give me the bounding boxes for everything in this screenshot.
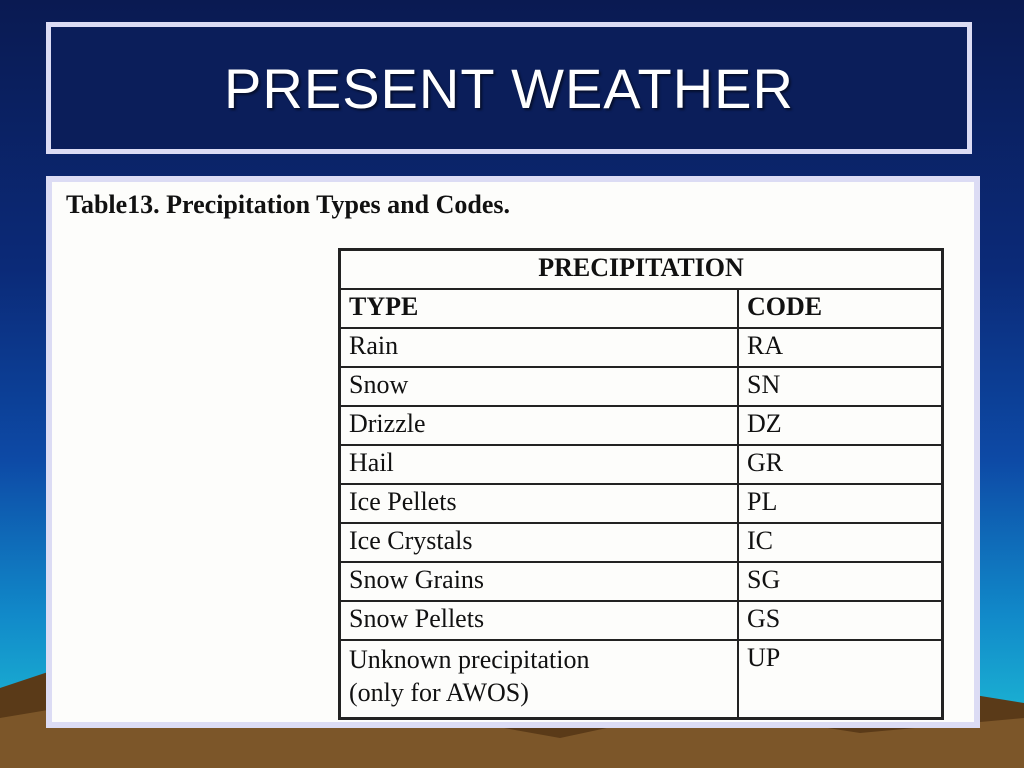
code-cell: GS [737,600,944,641]
table-row: Snow SN [338,366,944,407]
code-cell: SN [737,366,944,407]
table-row: Rain RA [338,327,944,368]
code-cell: SG [737,561,944,602]
type-cell: Hail [338,444,739,485]
code-cell: RA [737,327,944,368]
code-cell: DZ [737,405,944,446]
content-panel: Table13. Precipitation Types and Codes. … [46,176,980,728]
slide-title: PRESENT WEATHER [224,56,794,120]
title-banner: PRESENT WEATHER [46,22,972,154]
type-cell: Unknown precipitation (only for AWOS) [338,639,739,720]
type-cell: Ice Pellets [338,483,739,524]
table-group-header-row: PRECIPITATION [338,248,944,290]
table-column-header-row: TYPE CODE [338,288,944,329]
table-row: Snow Grains SG [338,561,944,602]
table-row: Unknown precipitation (only for AWOS) UP [338,639,944,720]
code-cell: PL [737,483,944,524]
code-cell: GR [737,444,944,485]
type-cell-line1: Unknown precipitation [349,645,590,674]
type-cell: Snow Pellets [338,600,739,641]
table-row: Drizzle DZ [338,405,944,446]
type-cell: Snow Grains [338,561,739,602]
table-row: Hail GR [338,444,944,485]
type-cell: Rain [338,327,739,368]
group-header: PRECIPITATION [338,248,944,290]
precipitation-table: PRECIPITATION TYPE CODE Rain RA Snow SN … [338,248,944,720]
column-header-type: TYPE [338,288,739,329]
table-row: Ice Pellets PL [338,483,944,524]
table-row: Ice Crystals IC [338,522,944,563]
type-cell: Drizzle [338,405,739,446]
type-cell: Ice Crystals [338,522,739,563]
code-cell: IC [737,522,944,563]
table-caption: Table13. Precipitation Types and Codes. [66,190,510,219]
table-row: Snow Pellets GS [338,600,944,641]
column-header-code: CODE [737,288,944,329]
type-cell: Snow [338,366,739,407]
type-cell-line2: (only for AWOS) [349,678,529,707]
code-cell: UP [737,639,944,720]
